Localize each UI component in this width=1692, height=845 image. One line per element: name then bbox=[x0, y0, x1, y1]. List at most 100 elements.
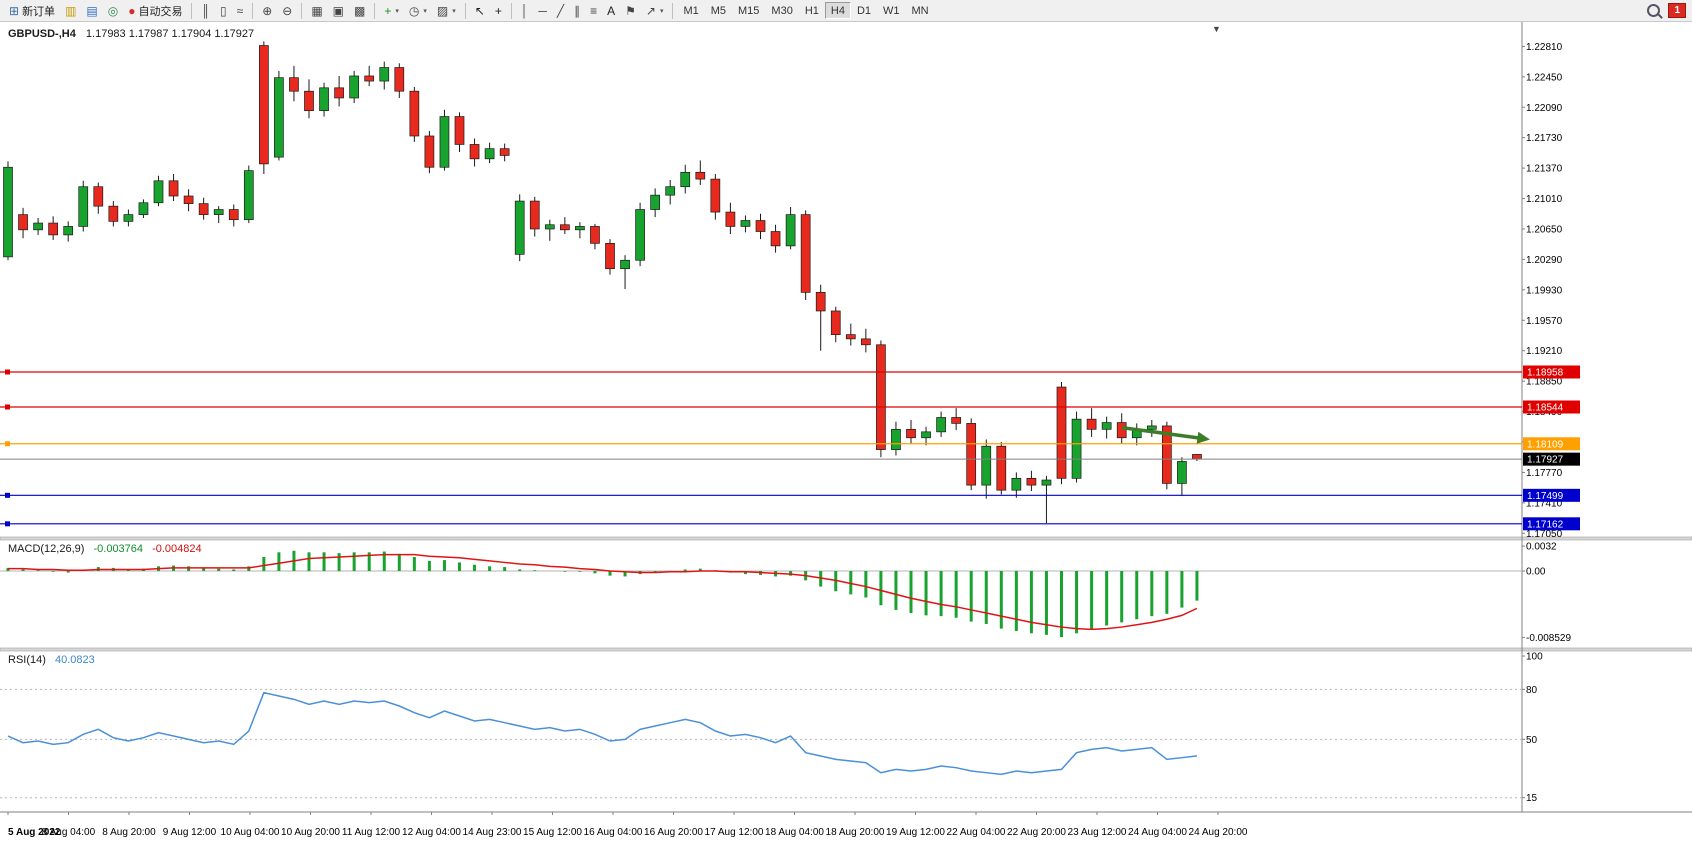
chevron-down-icon[interactable]: ▾ bbox=[423, 7, 427, 15]
time-axis-label: 10 Aug 04:00 bbox=[221, 827, 280, 838]
timeframe-button-m30[interactable]: M30 bbox=[765, 2, 798, 19]
vertical-line-button[interactable]: │ bbox=[516, 2, 534, 20]
price-tag bbox=[1523, 437, 1580, 451]
candlestick-icon: ▯ bbox=[220, 3, 227, 18]
chart-canvas[interactable]: 1.22810 1.22450 1.22090 1.21730 1.21370 1.210… bbox=[0, 22, 1692, 845]
channel-button[interactable]: ∥ bbox=[569, 2, 585, 20]
search-icon[interactable] bbox=[1647, 4, 1661, 17]
svg-text:1.21730: 1.21730 bbox=[1526, 133, 1563, 144]
svg-text:0.00: 0.00 bbox=[1526, 567, 1546, 578]
autotrading-button[interactable]: ● 自动交易 bbox=[123, 2, 187, 20]
candlestick-button[interactable]: ▯ bbox=[215, 2, 232, 20]
text-icon: A bbox=[607, 3, 616, 18]
rsi-panel bbox=[0, 688, 1522, 799]
equidistant-channel-icon: ∥ bbox=[574, 3, 581, 18]
charts-button[interactable]: ▥ bbox=[60, 2, 81, 20]
chevron-down-icon[interactable]: ▾ bbox=[452, 7, 456, 15]
new-order-button[interactable]: ⊞ 新订单 bbox=[4, 2, 60, 20]
timeframe-button-h1[interactable]: H1 bbox=[799, 2, 825, 19]
timeframe-button-d1[interactable]: D1 bbox=[851, 2, 877, 19]
timeframe-button-mn[interactable]: MN bbox=[906, 2, 935, 19]
macd-main-value: -0.003764 bbox=[93, 543, 144, 555]
vertical-line-icon: │ bbox=[520, 3, 529, 18]
price-tag bbox=[1523, 488, 1580, 502]
svg-text:1.20650: 1.20650 bbox=[1526, 224, 1563, 235]
candlestick-series bbox=[3, 41, 1202, 524]
navigator-icon: ◎ bbox=[107, 3, 119, 18]
label-button[interactable]: ⚑ bbox=[620, 2, 641, 20]
time-axis-label: 10 Aug 20:00 bbox=[281, 827, 340, 838]
chevron-down-icon[interactable]: ▾ bbox=[659, 7, 664, 15]
time-axis-label: 22 Aug 04:00 bbox=[947, 827, 1006, 838]
timeframe-button-m15[interactable]: M15 bbox=[732, 2, 765, 19]
text-label-icon: ⚑ bbox=[625, 3, 636, 18]
horizontal-line-button[interactable]: ─ bbox=[533, 2, 552, 20]
svg-text:1.19570: 1.19570 bbox=[1526, 316, 1563, 327]
zoom-in-button[interactable]: ⊕ bbox=[257, 2, 277, 20]
bar-chart-icon: ║ bbox=[201, 3, 210, 18]
templates-button[interactable]: ▨ ▾ bbox=[432, 2, 461, 20]
cascade-icon: ▩ bbox=[354, 3, 366, 18]
time-axis-label: 8 Aug 20:00 bbox=[102, 827, 156, 838]
svg-text:1.17770: 1.17770 bbox=[1526, 468, 1563, 479]
svg-text:80: 80 bbox=[1526, 685, 1538, 696]
cascade-button[interactable]: ▩ bbox=[349, 2, 370, 20]
svg-text:1.17927: 1.17927 bbox=[1527, 455, 1564, 466]
time-axis-label: 15 Aug 12:00 bbox=[523, 827, 582, 838]
arrows-button[interactable]: ↗ ▾ bbox=[641, 2, 669, 20]
time-axis-label: 8 Aug 04:00 bbox=[42, 827, 96, 838]
horizontal-line-icon: ─ bbox=[538, 3, 547, 18]
toolbar-separator bbox=[510, 2, 512, 19]
notification-badge[interactable]: 1 bbox=[1668, 3, 1686, 18]
bar-chart-button[interactable]: ║ bbox=[196, 2, 215, 20]
panel-frame bbox=[0, 22, 1692, 813]
indicators-button[interactable]: + ▾ bbox=[379, 2, 404, 20]
time-axis-label: 18 Aug 20:00 bbox=[826, 827, 885, 838]
timeframe-button-m1[interactable]: M1 bbox=[677, 2, 704, 19]
time-axis-label: 22 Aug 20:00 bbox=[1007, 827, 1066, 838]
trendline-button[interactable]: ╱ bbox=[552, 2, 569, 20]
line-anchor-handle[interactable] bbox=[5, 492, 10, 498]
navigator-button[interactable]: ◎ bbox=[103, 2, 123, 20]
crosshair-button[interactable]: + bbox=[490, 2, 507, 20]
svg-text:-0.008529: -0.008529 bbox=[1526, 633, 1571, 644]
main-toolbar: ⊞ 新订单 ▥ ▤ ◎ ● 自动交易 ║ ▯ ≈ ⊕ ⊖ ▦ ▣ ▩ + ▾ ◷ ▾ ▨ ▾ ↖ + │ ─ ╱ ∥ ≡ A ⚑ ↗ ▾ M1 M… bbox=[0, 0, 1692, 22]
price-tag bbox=[1523, 452, 1580, 466]
fibonacci-button[interactable]: ≡ bbox=[585, 2, 602, 20]
periods-button[interactable]: ◷ ▾ bbox=[404, 2, 432, 20]
line-anchor-handle[interactable] bbox=[5, 521, 10, 527]
cursor-button[interactable]: ↖ bbox=[470, 2, 490, 20]
line-anchor-handle[interactable] bbox=[5, 404, 10, 410]
macd-panel bbox=[0, 550, 1522, 638]
chevron-down-icon[interactable]: ▾ bbox=[395, 7, 399, 15]
arrange-button[interactable]: ▣ bbox=[328, 2, 349, 20]
scroll-to-end-icon[interactable]: ▼ bbox=[1212, 24, 1221, 34]
line-chart-button[interactable]: ≈ bbox=[232, 2, 249, 20]
price-tags: 1.18958 1.18544 1.18109 1.17499 1.17162 1.179… bbox=[1523, 365, 1580, 531]
timeframe-button-w1[interactable]: W1 bbox=[877, 2, 906, 19]
panel-splitter-2[interactable] bbox=[0, 647, 1692, 652]
trend-arrow-annotation[interactable] bbox=[1121, 425, 1210, 444]
fibonacci-icon: ≡ bbox=[590, 3, 598, 18]
time-axis-label: 17 Aug 12:00 bbox=[705, 827, 764, 838]
tile-windows-button[interactable]: ▦ bbox=[306, 2, 327, 20]
time-axis-label: 23 Aug 12:00 bbox=[1068, 827, 1127, 838]
timeframe-button-m5[interactable]: M5 bbox=[705, 2, 732, 19]
price-tag bbox=[1523, 517, 1580, 531]
text-button[interactable]: A bbox=[602, 2, 620, 20]
toolbar-right-cluster: 1 bbox=[1647, 3, 1688, 18]
line-anchor-handle[interactable] bbox=[5, 441, 10, 447]
panel-splitter-1[interactable] bbox=[0, 536, 1692, 541]
svg-text:1.18544: 1.18544 bbox=[1527, 402, 1564, 413]
crosshair-icon: + bbox=[494, 3, 502, 18]
toolbar-separator bbox=[672, 2, 674, 19]
market-watch-button[interactable]: ▤ bbox=[81, 2, 102, 20]
indicators-plus-icon: + bbox=[384, 3, 392, 18]
horizontal-lines[interactable] bbox=[0, 369, 1522, 527]
zoom-out-button[interactable]: ⊖ bbox=[277, 2, 297, 20]
svg-text:1.19930: 1.19930 bbox=[1526, 285, 1563, 296]
svg-text:1.18958: 1.18958 bbox=[1527, 368, 1564, 379]
timeframe-button-h4[interactable]: H4 bbox=[824, 2, 851, 19]
line-anchor-handle[interactable] bbox=[5, 369, 10, 375]
